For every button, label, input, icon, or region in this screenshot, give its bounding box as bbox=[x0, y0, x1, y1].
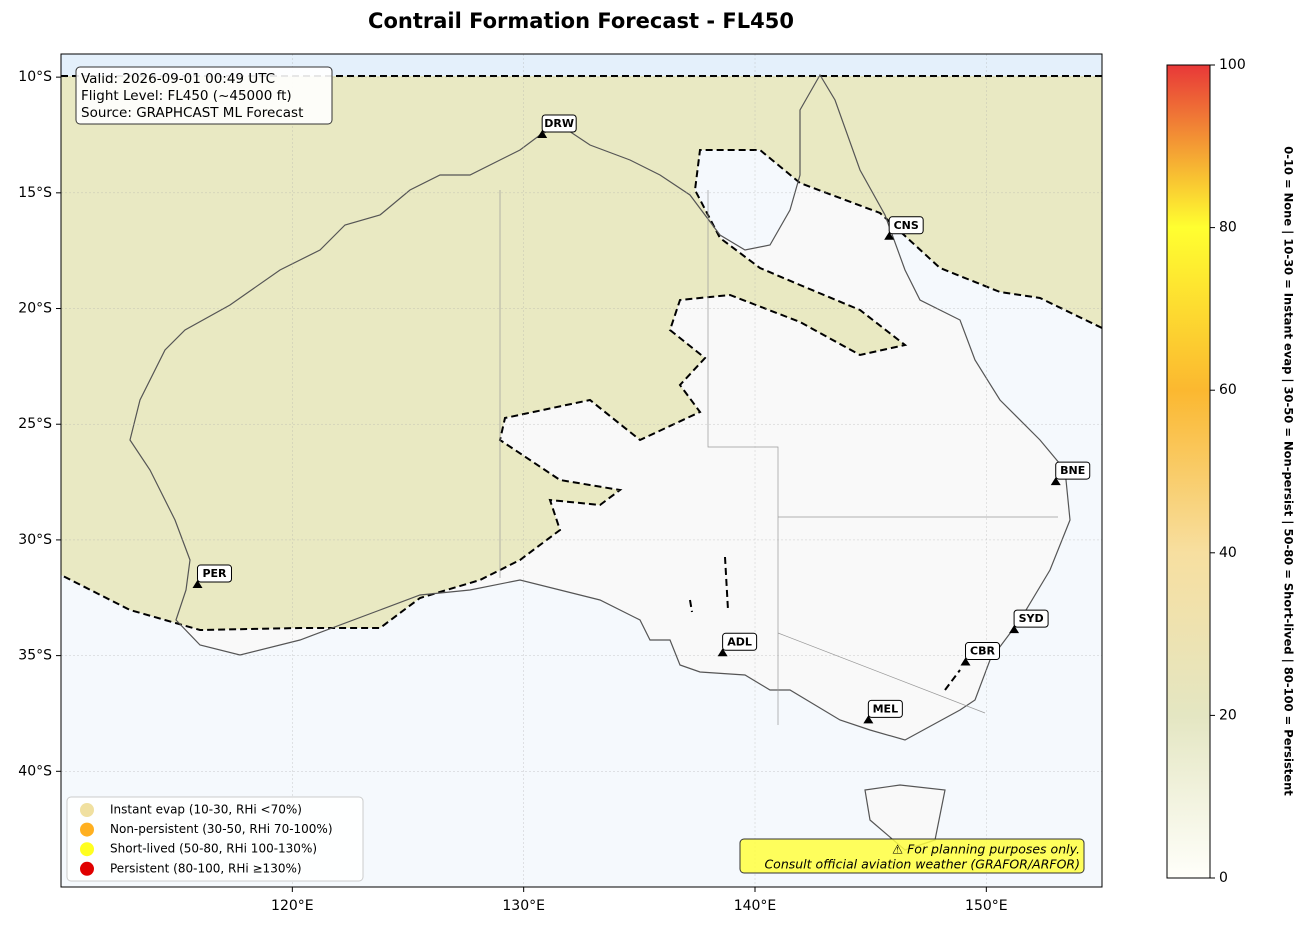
y-tick-label: 35°S bbox=[18, 648, 52, 664]
map bbox=[61, 54, 1102, 887]
forecast-zone bbox=[61, 76, 1102, 630]
x-tick-label: 140°E bbox=[734, 898, 777, 914]
city-marker bbox=[717, 648, 728, 657]
city-marker bbox=[1050, 477, 1061, 486]
city-label-box bbox=[965, 642, 1001, 661]
info-line: Flight Level: FL450 (~45000 ft) bbox=[81, 88, 292, 104]
city-label: CBR bbox=[970, 645, 995, 658]
colorbar-tick-label: 20 bbox=[1219, 707, 1237, 723]
info-line: Valid: 2026-09-01 00:49 UTC bbox=[81, 71, 275, 87]
info-box-frame bbox=[75, 66, 333, 125]
y-tick-label: 25°S bbox=[18, 416, 52, 432]
info-line: Source: GRAPHCAST ML Forecast bbox=[81, 105, 303, 121]
cities: DRW CNS BNE SYD CBR MEL ADL PER bbox=[192, 114, 1091, 724]
city-label-box bbox=[867, 699, 903, 718]
city-marker bbox=[863, 715, 874, 724]
contour-line bbox=[61, 75, 1102, 691]
x-tick-label: 130°E bbox=[502, 898, 545, 914]
colorbar-tick-label: 60 bbox=[1219, 382, 1237, 398]
colorbar: 0-10 = None | 10-30 = Instant evap | 30-… bbox=[1166, 57, 1296, 886]
city-label-box bbox=[541, 114, 577, 133]
city-marker bbox=[960, 657, 971, 666]
legend-swatch bbox=[80, 861, 94, 876]
y-tick-label: 10°S bbox=[18, 69, 52, 85]
city-label: MEL bbox=[873, 702, 898, 715]
colorbar-tick-label: 80 bbox=[1219, 220, 1237, 236]
city-label: DRW bbox=[544, 117, 574, 130]
colorbar-tick-label: 40 bbox=[1219, 545, 1237, 561]
x-tick-label: 150°E bbox=[965, 898, 1008, 914]
colorbar-tick-label: 0 bbox=[1219, 870, 1228, 886]
y-tick-label: 30°S bbox=[18, 532, 52, 548]
city-label-box bbox=[1055, 461, 1091, 480]
colorbar-label: 0-10 = None | 10-30 = Instant evap | 30-… bbox=[1282, 146, 1296, 796]
city-label: CNS bbox=[894, 219, 919, 232]
legend-label: Non-persistent (30-50, RHi 70-100%) bbox=[110, 822, 333, 836]
city-label-box bbox=[888, 216, 924, 235]
city-marker bbox=[537, 129, 548, 138]
legend-label: Instant evap (10-30, RHi <70%) bbox=[110, 803, 302, 817]
city-label-box bbox=[196, 564, 232, 583]
state-border bbox=[499, 190, 1058, 725]
legend: Instant evap (10-30, RHi <70%) Non-persis… bbox=[66, 796, 364, 882]
y-tick-label: 40°S bbox=[18, 763, 52, 779]
city-label: BNE bbox=[1060, 464, 1085, 477]
colorbar-bar bbox=[1166, 64, 1211, 879]
y-tick-label: 20°S bbox=[18, 301, 52, 317]
x-tick-label: 120°E bbox=[271, 898, 314, 914]
disclaimer: ⚠ For planning purposes only. Consult of… bbox=[739, 838, 1085, 874]
legend-label: Persistent (80-100, RHi ≥130%) bbox=[110, 861, 302, 875]
legend-swatch bbox=[80, 803, 94, 817]
map-frame bbox=[60, 53, 1103, 888]
legend-frame bbox=[66, 796, 364, 882]
colorbar-tick-label: 100 bbox=[1219, 57, 1246, 73]
city-label: SYD bbox=[1019, 612, 1044, 625]
city-label-box bbox=[1013, 609, 1049, 628]
city-label: PER bbox=[202, 567, 227, 580]
city-label: ADL bbox=[727, 635, 752, 648]
y-tick-label: 15°S bbox=[18, 185, 52, 201]
disclaimer-line: Consult official aviation weather (GRAFO… bbox=[764, 857, 1080, 872]
city-marker bbox=[884, 231, 895, 240]
legend-swatch bbox=[80, 842, 94, 857]
city-marker bbox=[1009, 625, 1020, 634]
disclaimer-line: ⚠ For planning purposes only. bbox=[892, 842, 1080, 857]
grid: 120°E 130°E 140°E 150°E 10°S 15°S 20°S 25°S 30°S… bbox=[18, 54, 1102, 914]
city-label-box bbox=[722, 632, 758, 651]
city-marker bbox=[192, 580, 203, 589]
disclaimer-frame bbox=[739, 838, 1085, 874]
legend-swatch bbox=[80, 822, 94, 837]
title: Contrail Formation Forecast - FL450 bbox=[368, 9, 794, 33]
info-box: Valid: 2026-09-01 00:49 UTC Flight Level… bbox=[75, 66, 333, 125]
legend-label: Short-lived (50-80, RHi 100-130%) bbox=[110, 842, 317, 856]
